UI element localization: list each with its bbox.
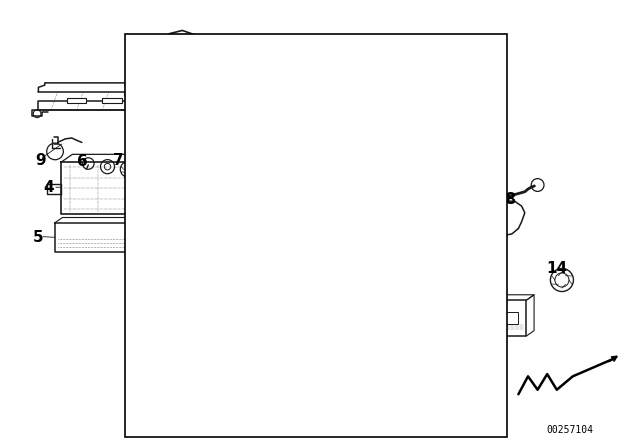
Text: 00257104: 00257104 bbox=[546, 425, 593, 435]
Ellipse shape bbox=[311, 259, 329, 264]
Bar bbox=[125, 34, 507, 437]
Circle shape bbox=[338, 234, 353, 250]
Text: 18: 18 bbox=[495, 192, 516, 207]
Circle shape bbox=[294, 244, 305, 254]
Text: 17: 17 bbox=[289, 232, 310, 247]
Bar bbox=[234, 296, 248, 305]
Bar bbox=[217, 307, 231, 316]
Circle shape bbox=[210, 288, 225, 303]
Text: 14: 14 bbox=[546, 261, 568, 276]
Circle shape bbox=[210, 242, 223, 255]
Circle shape bbox=[362, 227, 374, 239]
Circle shape bbox=[555, 273, 569, 287]
Bar bbox=[499, 313, 518, 323]
Ellipse shape bbox=[291, 289, 311, 295]
Text: 9: 9 bbox=[35, 153, 45, 168]
Ellipse shape bbox=[271, 250, 294, 257]
Text: 6: 6 bbox=[77, 154, 87, 169]
Circle shape bbox=[104, 164, 111, 170]
Text: 20: 20 bbox=[385, 375, 406, 391]
Circle shape bbox=[47, 143, 63, 160]
Text: 12: 12 bbox=[172, 71, 193, 86]
Bar bbox=[392, 164, 412, 176]
Circle shape bbox=[168, 36, 180, 49]
Text: 13: 13 bbox=[205, 230, 227, 245]
Text: 4: 4 bbox=[44, 180, 54, 195]
Text: 10: 10 bbox=[431, 131, 452, 146]
Circle shape bbox=[83, 158, 94, 169]
Ellipse shape bbox=[271, 272, 294, 279]
Circle shape bbox=[531, 179, 544, 191]
Ellipse shape bbox=[311, 242, 329, 247]
Circle shape bbox=[338, 371, 351, 383]
Circle shape bbox=[205, 237, 228, 260]
Circle shape bbox=[276, 103, 287, 112]
Text: 15: 15 bbox=[229, 281, 251, 297]
Text: 8: 8 bbox=[355, 215, 365, 231]
Circle shape bbox=[272, 98, 291, 117]
Text: 16: 16 bbox=[483, 288, 505, 303]
Bar bbox=[252, 296, 266, 305]
Text: 7: 7 bbox=[113, 153, 124, 168]
Bar bbox=[307, 104, 346, 124]
Circle shape bbox=[120, 162, 136, 177]
Circle shape bbox=[100, 159, 115, 174]
Bar bbox=[102, 98, 122, 103]
Text: 19: 19 bbox=[419, 278, 441, 293]
Circle shape bbox=[306, 243, 321, 258]
Bar bbox=[217, 296, 231, 305]
Text: 10: 10 bbox=[316, 95, 337, 110]
Text: 14: 14 bbox=[257, 89, 278, 104]
Bar bbox=[234, 307, 248, 316]
Text: 1: 1 bbox=[334, 194, 344, 209]
Text: 14: 14 bbox=[131, 158, 153, 173]
Bar bbox=[67, 98, 86, 103]
Text: 5: 5 bbox=[33, 230, 44, 245]
Text: 11: 11 bbox=[387, 150, 407, 165]
Text: 2: 2 bbox=[262, 221, 273, 236]
Bar bbox=[387, 161, 417, 180]
Circle shape bbox=[356, 221, 380, 245]
Bar bbox=[252, 307, 266, 316]
Bar bbox=[314, 111, 339, 122]
Circle shape bbox=[141, 126, 156, 141]
Ellipse shape bbox=[291, 269, 311, 275]
Circle shape bbox=[177, 110, 185, 118]
Circle shape bbox=[550, 268, 573, 292]
Circle shape bbox=[33, 110, 41, 118]
Text: 3: 3 bbox=[123, 84, 133, 99]
Circle shape bbox=[180, 39, 191, 49]
Circle shape bbox=[383, 222, 398, 237]
Circle shape bbox=[290, 239, 309, 258]
